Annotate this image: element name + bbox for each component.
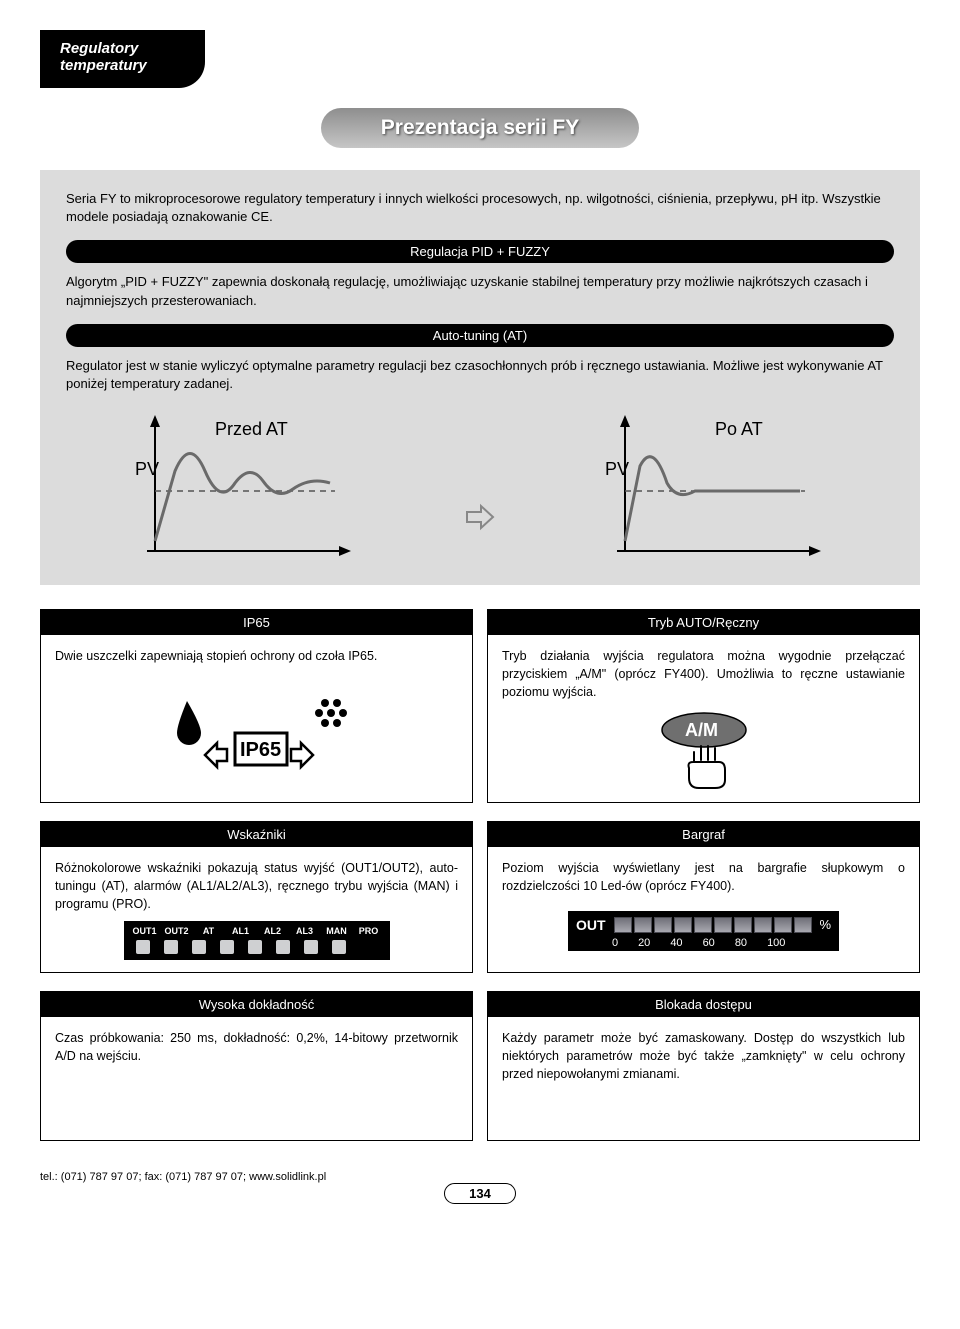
- feature-heading: Bargraf: [488, 822, 919, 847]
- feature-access-lock: Blokada dostępu Każdy parametr może być …: [487, 991, 920, 1141]
- bargraph-scale-tick: 80: [735, 936, 747, 952]
- bargraph-segment: [774, 917, 792, 933]
- indicator-led: [220, 940, 234, 954]
- pid-text: Algorytm „PID + FUZZY" zapewnia doskonał…: [66, 273, 894, 309]
- header-tab: Regulatory temperatury: [40, 30, 205, 88]
- indicator-led: [164, 940, 178, 954]
- pid-heading: Regulacja PID + FUZZY: [66, 240, 894, 263]
- bargraph-out-label: OUT: [576, 915, 606, 935]
- bargraph-scale-tick: 100: [767, 936, 785, 952]
- bargraph-segment: [654, 917, 672, 933]
- ip65-icon: IP65: [157, 691, 357, 771]
- indicator-led: [276, 940, 290, 954]
- tab-line1: Regulatory: [60, 40, 138, 57]
- bargraph-segment: [694, 917, 712, 933]
- at-charts: PV Przed AT PV Po AT: [66, 411, 894, 561]
- tab-line2: temperatury: [60, 57, 147, 74]
- feature-text: Tryb działania wyjścia regulatora można …: [502, 647, 905, 701]
- intro-panel: Seria FY to mikroprocesorowe regulatory …: [40, 170, 920, 585]
- chart-before-at: PV Przed AT: [135, 411, 355, 561]
- svg-text:IP65: IP65: [240, 739, 281, 761]
- chart-left-axis: PV: [135, 459, 159, 479]
- bargraph-segment: [634, 917, 652, 933]
- bargraph-scale-tick: 40: [670, 936, 682, 952]
- at-text: Regulator jest w stanie wyliczyć optymal…: [66, 357, 894, 393]
- feature-heading: IP65: [41, 610, 472, 635]
- indicator-label: AL3: [292, 925, 318, 938]
- feature-row: Wysoka dokładność Czas próbkowania: 250 …: [40, 991, 920, 1141]
- feature-indicators: Wskaźniki Różnokolorowe wskaźniki pokazu…: [40, 821, 473, 973]
- feature-text: Każdy parametr może być zamaskowany. Dos…: [502, 1029, 905, 1083]
- feature-auto-manual: Tryb AUTO/Ręczny Tryb działania wyjścia …: [487, 609, 920, 802]
- am-button-icon: A/M: [649, 710, 759, 790]
- series-title: Prezentacja serii FY: [321, 108, 639, 148]
- arrow-icon: [465, 411, 495, 561]
- indicator-label: MAN: [324, 925, 350, 938]
- indicator-led: [304, 940, 318, 954]
- feature-row: IP65 Dwie uszczelki zapewniają stopień o…: [40, 609, 920, 802]
- indicator-label: AL2: [260, 925, 286, 938]
- feature-grid: IP65 Dwie uszczelki zapewniają stopień o…: [40, 609, 920, 1141]
- chart-right-label: Po AT: [715, 419, 763, 439]
- page-number: 134: [444, 1183, 516, 1204]
- bargraph-scale-tick: 20: [638, 936, 650, 952]
- feature-text: Dwie uszczelki zapewniają stopień ochron…: [55, 647, 458, 665]
- bargraph-strip: OUT % 0 20 40 60 80 100: [568, 911, 839, 951]
- bargraph-segment: [754, 917, 772, 933]
- feature-heading: Wskaźniki: [41, 822, 472, 847]
- indicator-led: [248, 940, 262, 954]
- indicator-led: [332, 940, 346, 954]
- feature-bargraph: Bargraf Poziom wyjścia wyświetlany jest …: [487, 821, 920, 973]
- indicator-label: PRO: [356, 925, 382, 938]
- indicator-label: AT: [196, 925, 222, 938]
- bargraph-segment: [794, 917, 812, 933]
- feature-heading: Tryb AUTO/Ręczny: [488, 610, 919, 635]
- indicators-strip: OUT1 OUT2 AT AL1 AL2 AL3 MAN PRO: [124, 921, 390, 960]
- indicator-label: AL1: [228, 925, 254, 938]
- chart-right-axis: PV: [605, 459, 629, 479]
- feature-text: Poziom wyjścia wyświetlany jest na bargr…: [502, 859, 905, 895]
- feature-text: Różnokolorowe wskaźniki pokazują status …: [55, 859, 458, 913]
- chart-left-label: Przed AT: [215, 419, 288, 439]
- feature-text: Czas próbkowania: 250 ms, dokładność: 0,…: [55, 1029, 458, 1065]
- footer-contact: tel.: (071) 787 97 07; fax: (071) 787 97…: [40, 1165, 920, 1183]
- indicator-label: OUT1: [132, 925, 158, 938]
- indicator-led: [192, 940, 206, 954]
- intro-text: Seria FY to mikroprocesorowe regulatory …: [66, 190, 894, 226]
- bargraph-pct: %: [820, 916, 832, 935]
- feature-ip65: IP65 Dwie uszczelki zapewniają stopień o…: [40, 609, 473, 802]
- am-label: A/M: [685, 720, 718, 740]
- indicator-label: OUT2: [164, 925, 190, 938]
- bargraph-segment: [614, 917, 632, 933]
- bargraph-scale-tick: 60: [703, 936, 715, 952]
- feature-heading: Wysoka dokładność: [41, 992, 472, 1017]
- feature-row: Wskaźniki Różnokolorowe wskaźniki pokazu…: [40, 821, 920, 973]
- bargraph-segment: [714, 917, 732, 933]
- bargraph-scale-tick: 0: [612, 936, 618, 952]
- feature-heading: Blokada dostępu: [488, 992, 919, 1017]
- indicator-led: [136, 940, 150, 954]
- feature-accuracy: Wysoka dokładność Czas próbkowania: 250 …: [40, 991, 473, 1141]
- bargraph-segment: [674, 917, 692, 933]
- chart-after-at: PV Po AT: [605, 411, 825, 561]
- at-heading: Auto-tuning (AT): [66, 324, 894, 347]
- bargraph-segment: [734, 917, 752, 933]
